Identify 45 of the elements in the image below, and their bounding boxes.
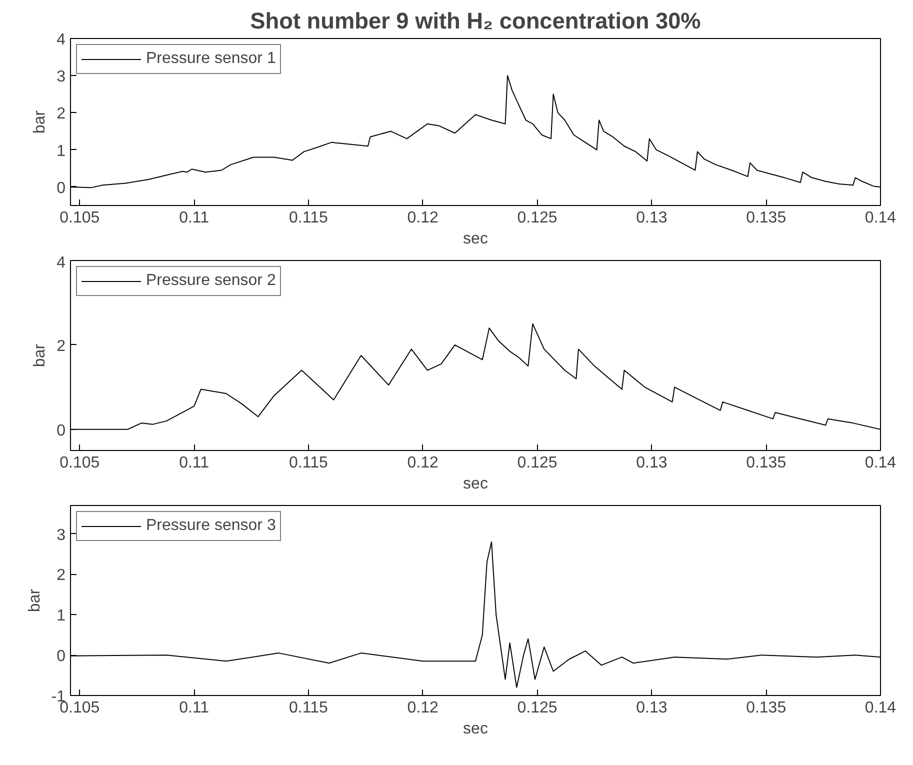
y-tick-label: 3 (56, 526, 66, 544)
y-tick-label: 1 (56, 142, 66, 160)
x-tick-label: 0.105 (60, 210, 100, 226)
y-tick-label: 2 (56, 338, 66, 355)
y-axis-title: bar (26, 588, 44, 612)
y-tick-label: 2 (56, 567, 66, 584)
x-tick-label: 0.13 (636, 700, 668, 716)
x-tick-label: 0.11 (179, 210, 210, 226)
x-axis-title: sec (463, 476, 488, 492)
x-tick-label: 0.125 (517, 700, 558, 716)
x-tick-label: 0.12 (407, 210, 439, 226)
x-axis-title: sec (463, 230, 488, 248)
y-tick-label: 4 (56, 254, 66, 272)
x-tick-label: 0.115 (289, 210, 328, 226)
x-tick-label: 0.135 (746, 210, 786, 226)
chart-title: Shot number 9 with H₂ concentration 30% (250, 8, 701, 34)
x-tick-label: 0.11 (179, 700, 210, 716)
y-tick-label: 4 (56, 32, 66, 48)
y-axis-title: bar (32, 343, 49, 368)
x-tick-label: 0.115 (289, 700, 328, 716)
legend-label: Pressure sensor 3 (146, 517, 276, 535)
x-tick-label: 0.105 (60, 454, 100, 472)
x-tick-label: 0.135 (746, 454, 786, 472)
x-tick-label: 0.12 (407, 700, 439, 716)
y-tick-label: 2 (56, 106, 66, 123)
y-tick-label: 0 (56, 180, 66, 197)
y-tick-label: 1 (56, 608, 66, 625)
x-tick-label: 0.14 (864, 210, 896, 226)
y-tick-label: 0 (56, 422, 66, 440)
y-tick-label: 0 (56, 648, 66, 666)
y-axis-title: bar (32, 110, 49, 134)
legend-label: Pressure sensor 2 (146, 272, 276, 290)
x-tick-label: 0.125 (517, 454, 558, 472)
x-tick-label: 0.13 (636, 210, 668, 226)
x-tick-label: 0.115 (289, 454, 328, 472)
x-tick-label: 0.135 (746, 700, 786, 716)
x-tick-label: 0.11 (179, 454, 210, 472)
x-tick-label: 0.12 (407, 454, 439, 472)
x-tick-label: 0.125 (517, 210, 558, 226)
x-axis-title: sec (463, 720, 488, 738)
legend-label: Pressure sensor 1 (146, 50, 276, 68)
x-tick-label: 0.14 (864, 700, 896, 716)
x-tick-label: 0.14 (864, 454, 896, 472)
x-tick-label: 0.13 (636, 454, 668, 472)
y-tick-label: 3 (56, 68, 66, 86)
